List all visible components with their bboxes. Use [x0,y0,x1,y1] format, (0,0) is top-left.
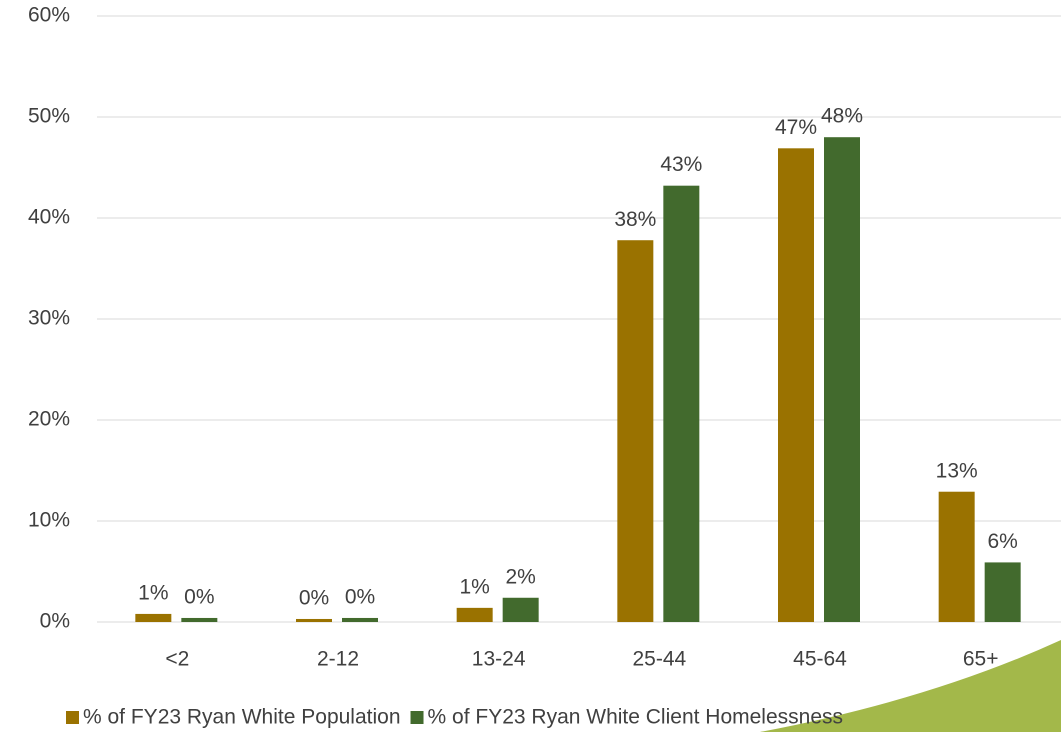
data-label: 13% [936,459,978,482]
legend-label: % of FY23 Ryan White Population [83,706,401,729]
bar [938,491,975,622]
data-label: 0% [299,587,329,610]
bar [824,137,860,622]
bar [456,607,493,622]
data-label: 0% [184,586,214,609]
x-tick-label: 2-12 [317,648,359,671]
x-tick-label: 45-64 [793,648,847,671]
y-tick-label: 40% [28,206,70,229]
x-tick-label: 13-24 [472,648,526,671]
bar [342,617,378,622]
y-tick-label: 60% [28,4,70,27]
data-label: 6% [987,530,1017,553]
data-label: 38% [614,208,656,231]
x-tick-label: 65+ [963,648,999,671]
decoration [760,640,1061,732]
bar [502,597,539,622]
legend-swatch [410,711,424,724]
data-label: 47% [775,116,817,139]
bar [663,185,700,622]
data-label: 0% [345,586,375,609]
bar [617,240,654,622]
bar [984,562,1021,622]
bar [296,618,332,622]
legend-swatch [66,711,79,724]
y-tick-label: 20% [28,408,70,431]
data-label: 2% [505,565,535,588]
y-tick-label: 10% [28,509,70,532]
data-label: 1% [138,581,168,604]
bar [135,613,172,622]
y-tick-label: 0% [40,610,70,633]
y-tick-label: 50% [28,105,70,128]
data-label: 1% [459,575,489,598]
data-label: 43% [660,153,702,176]
legend-label: % of FY23 Ryan White Client Homelessness [428,706,844,729]
data-label: 48% [821,105,863,128]
bar [778,148,814,622]
x-tick-label: 25-44 [632,648,686,671]
y-tick-label: 30% [28,307,70,330]
x-tick-label: <2 [165,648,189,671]
bar [181,617,218,622]
